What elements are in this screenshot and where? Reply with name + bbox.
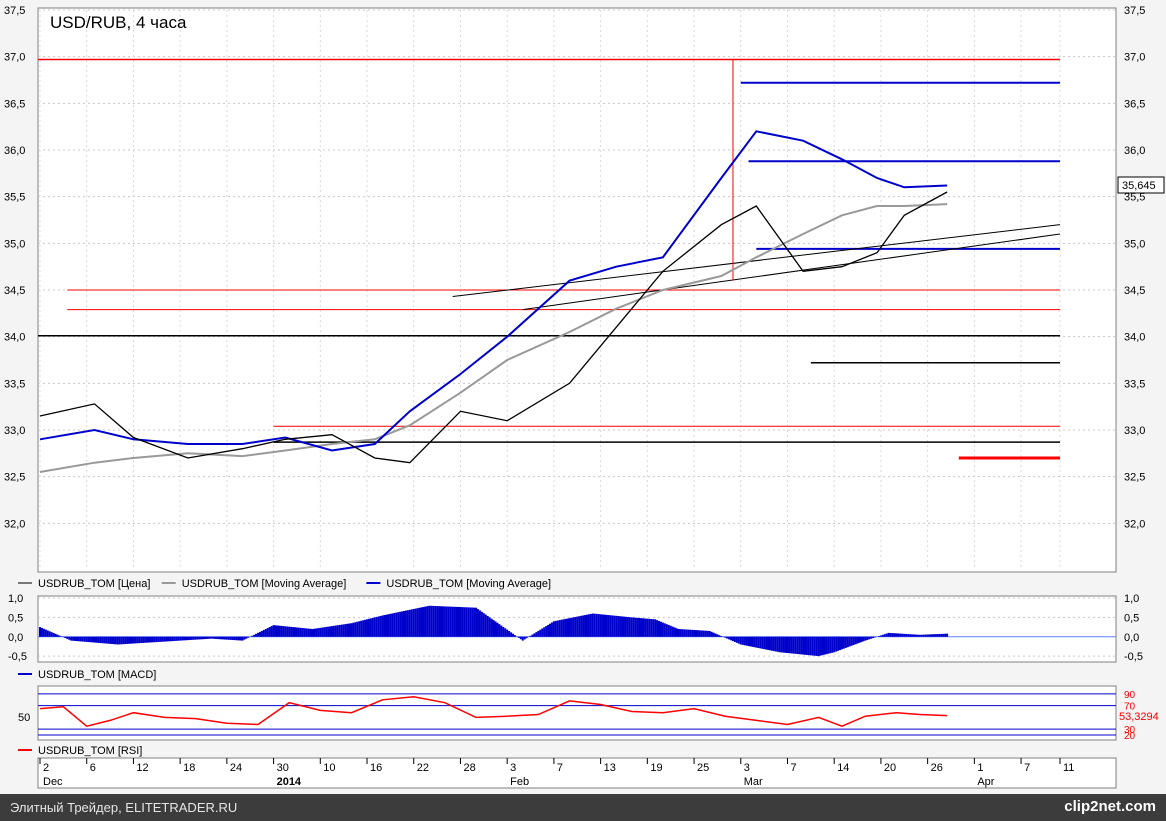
- x-month-label: Dec: [43, 776, 63, 788]
- main-y-tick-left: 32,0: [4, 518, 25, 530]
- footer-bar: Элитный Трейдер, ELITETRADER.RU clip2net…: [0, 794, 1166, 821]
- x-day-label: 3: [744, 762, 750, 774]
- main-y-tick-left: 36,0: [4, 145, 25, 157]
- clip2net-logo[interactable]: clip2net.com: [1064, 798, 1156, 815]
- rsi-y-tick: 90: [1124, 690, 1136, 701]
- main-y-tick-left: 37,0: [4, 52, 25, 64]
- legend-label: USDRUB_TOM [Цена]: [38, 578, 150, 590]
- x-axis-strip: [37, 757, 1117, 789]
- ma-slow-line: [39, 203, 948, 473]
- x-day-label: 14: [837, 762, 849, 774]
- macd-y-tick-left: -0,5: [8, 651, 27, 663]
- chart-title: USD/RUB, 4 часа: [50, 13, 187, 32]
- rsi-panel: [37, 685, 1117, 741]
- main-y-tick-left: 34,0: [4, 332, 25, 344]
- macd-y-tick-right: 0,0: [1124, 632, 1139, 644]
- x-day-label: 24: [230, 762, 242, 774]
- x-month-label: Mar: [744, 776, 763, 788]
- x-day-label: 7: [557, 762, 563, 774]
- main-y-tick-right: 34,5: [1124, 285, 1145, 297]
- x-day-label: 7: [1024, 762, 1030, 774]
- last-value-label: 35,645: [1122, 180, 1156, 192]
- main-y-tick-right: 33,0: [1124, 425, 1145, 437]
- main-y-tick-left: 35,0: [4, 238, 25, 250]
- x-day-label: 25: [697, 762, 709, 774]
- x-month-label: Apr: [977, 776, 994, 788]
- macd-y-tick-right: 0,5: [1124, 612, 1139, 624]
- x-day-label: 22: [417, 762, 429, 774]
- x-day-label: 2: [43, 762, 49, 774]
- macd-y-tick-left: 1,0: [8, 593, 23, 605]
- rsi-y-tick: 70: [1124, 702, 1136, 713]
- x-day-label: 16: [370, 762, 382, 774]
- x-month-label: 2014: [277, 776, 302, 788]
- main-y-tick-right: 34,0: [1124, 332, 1145, 344]
- trend-line: [522, 233, 1061, 311]
- x-month-label: Feb: [510, 776, 529, 788]
- main-y-tick-right: 33,5: [1124, 378, 1145, 390]
- x-day-label: 26: [931, 762, 943, 774]
- main-y-tick-right: 35,0: [1124, 238, 1145, 250]
- main-y-tick-left: 37,5: [4, 5, 25, 17]
- macd-y-tick-left: 0,0: [8, 632, 23, 644]
- main-y-tick-right: 32,0: [1124, 518, 1145, 530]
- legend-label: USDRUB_TOM [Moving Average]: [386, 578, 551, 590]
- footer-credit: Элитный Трейдер, ELITETRADER.RU: [10, 800, 238, 815]
- legend-label: USDRUB_TOM [Moving Average]: [182, 578, 347, 590]
- main-y-tick-right: 32,5: [1124, 472, 1145, 484]
- x-day-label: 20: [884, 762, 896, 774]
- x-day-label: 12: [136, 762, 148, 774]
- main-y-tick-right: 37,5: [1124, 5, 1145, 17]
- legend-label: USDRUB_TOM [MACD]: [38, 669, 156, 681]
- x-day-label: 11: [1063, 762, 1074, 774]
- rsi-y-tick: 30: [1124, 725, 1136, 736]
- main-y-tick-right: 35,5: [1124, 192, 1145, 204]
- main-y-tick-left: 35,5: [4, 192, 25, 204]
- x-day-label: 30: [277, 762, 289, 774]
- rsi-last-value-label: 53,3294: [1119, 711, 1159, 723]
- x-day-label: 1: [977, 762, 983, 774]
- x-day-label: 28: [463, 762, 475, 774]
- x-day-label: 13: [604, 762, 616, 774]
- main-y-tick-right: 37,0: [1124, 52, 1145, 64]
- legend-label: USDRUB_TOM [RSI]: [38, 745, 142, 757]
- main-y-tick-left: 33,5: [4, 378, 25, 390]
- main-y-tick-left: 32,5: [4, 472, 25, 484]
- main-y-tick-left: 34,5: [4, 285, 25, 297]
- macd-y-tick-left: 0,5: [8, 612, 23, 624]
- main-y-tick-left: 33,0: [4, 425, 25, 437]
- macd-y-tick-right: -0,5: [1124, 651, 1143, 663]
- x-day-label: 18: [183, 762, 195, 774]
- rsi-left-tick: 50: [18, 712, 30, 724]
- main-y-tick-right: 36,5: [1124, 98, 1145, 110]
- x-day-label: 19: [650, 762, 662, 774]
- x-day-label: 7: [790, 762, 796, 774]
- price-line: [39, 191, 948, 464]
- ma-fast-line: [39, 130, 948, 452]
- x-day-label: 6: [90, 762, 96, 774]
- macd-y-tick-right: 1,0: [1124, 593, 1139, 605]
- main-y-tick-left: 36,5: [4, 98, 25, 110]
- last-value-box: [1117, 176, 1165, 194]
- rsi-y-tick: 20: [1124, 731, 1136, 742]
- trend-line: [452, 224, 1061, 298]
- x-day-label: 10: [323, 762, 335, 774]
- x-day-label: 3: [510, 762, 516, 774]
- main-y-tick-right: 36,0: [1124, 145, 1145, 157]
- rsi-line: [39, 696, 948, 728]
